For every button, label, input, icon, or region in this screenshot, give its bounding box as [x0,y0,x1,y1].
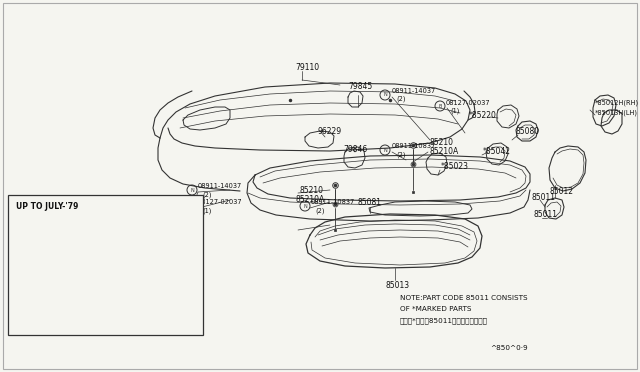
Text: 85210: 85210 [429,138,453,147]
Text: 08911-10837: 08911-10837 [392,143,436,149]
Text: 85011: 85011 [534,210,558,219]
Text: N: N [383,148,387,153]
Text: (1): (1) [450,108,460,115]
Text: 08911-10837: 08911-10837 [311,199,355,205]
Text: 08127-02037: 08127-02037 [198,199,243,205]
Text: 85021: 85021 [90,290,114,299]
Text: 85020: 85020 [155,259,179,268]
Text: 79110: 79110 [295,63,319,72]
Text: B: B [191,203,195,208]
Text: B: B [438,103,442,109]
Text: 85210A: 85210A [295,195,324,204]
Text: 85013: 85013 [386,281,410,290]
Text: ^850^0·9: ^850^0·9 [490,345,527,351]
Text: 84880: 84880 [25,232,49,241]
Text: 08127-02037: 08127-02037 [446,100,491,106]
Text: N: N [190,187,194,192]
Text: (2): (2) [315,207,324,214]
Text: (2): (2) [396,151,406,157]
Text: UP TO JULY-'79: UP TO JULY-'79 [16,202,78,211]
Text: 85210: 85210 [299,186,323,195]
Text: 85011: 85011 [532,193,556,202]
Text: 79845: 79845 [348,82,372,91]
Text: (2): (2) [202,191,211,198]
Text: 08911-14037: 08911-14037 [392,88,436,94]
Text: 85081: 85081 [358,198,382,207]
Text: 85080: 85080 [515,127,539,136]
Text: (1): (1) [202,207,211,214]
Text: 79846: 79846 [343,145,367,154]
Text: *85042: *85042 [483,147,511,156]
Text: 08911-14037: 08911-14037 [198,183,243,189]
Text: NOTE:PART CODE 85011 CONSISTS: NOTE:PART CODE 85011 CONSISTS [400,295,527,301]
Text: *85012H(RH): *85012H(RH) [595,100,639,106]
Text: *85013H(LH): *85013H(LH) [595,109,638,115]
Text: (2): (2) [396,96,406,103]
Text: N: N [303,203,307,208]
Text: *85023: *85023 [441,162,469,171]
Text: 85210A: 85210A [429,147,458,156]
Text: OF *MARKED PARTS: OF *MARKED PARTS [400,306,472,312]
Text: 85012: 85012 [549,187,573,196]
Text: （注）*印は、85011の構成部品です。: （注）*印は、85011の構成部品です。 [400,317,488,324]
Bar [8,195,203,335]
Text: *85220: *85220 [469,111,497,120]
Text: N: N [383,93,387,97]
Text: 96229: 96229 [318,127,342,136]
